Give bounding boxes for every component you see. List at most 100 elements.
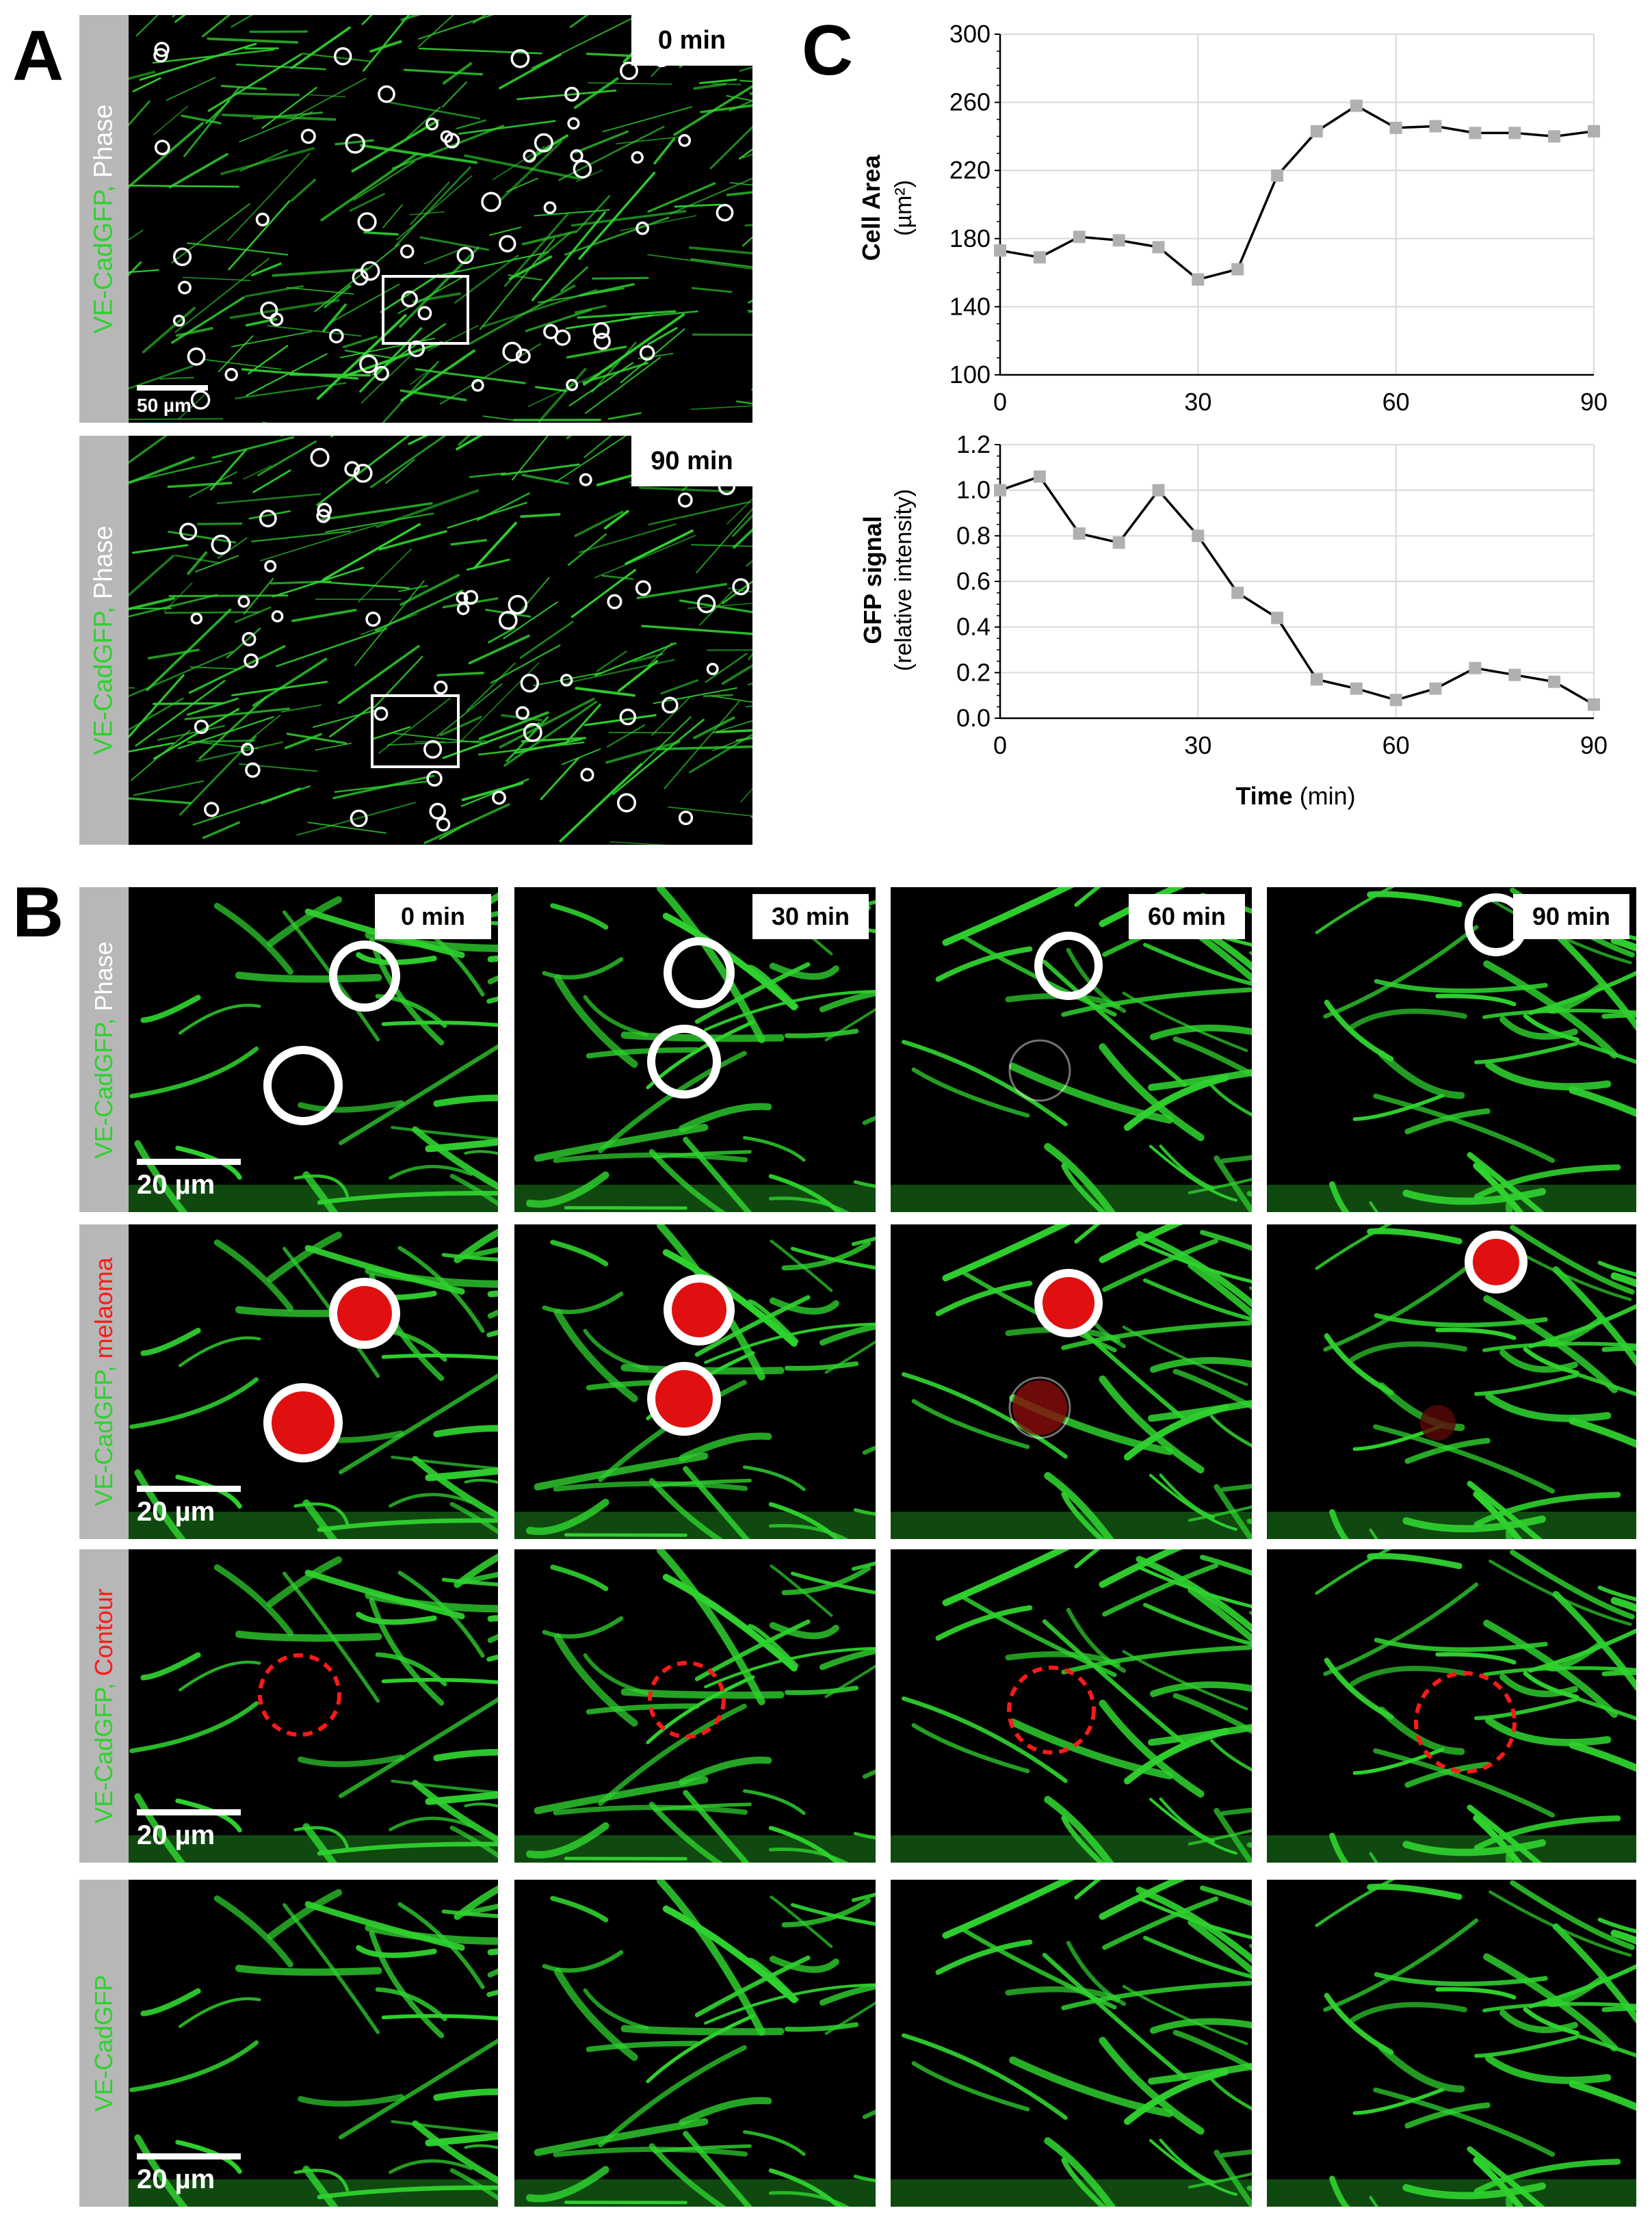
cell-ring bbox=[647, 1362, 721, 1436]
cell-junction bbox=[1576, 1372, 1636, 1397]
cell-fiber bbox=[594, 535, 696, 579]
cell-junction bbox=[338, 1697, 498, 1798]
panel-a-bottom-time: 90 min bbox=[631, 436, 752, 486]
cell-fiber bbox=[679, 599, 752, 614]
cell-ring bbox=[344, 461, 360, 477]
cell-fiber bbox=[473, 521, 517, 569]
cell-junction bbox=[129, 1701, 259, 1753]
melanoma-cell bbox=[1041, 1276, 1096, 1330]
panel-b-image-r3-c2 bbox=[514, 1549, 876, 1863]
cell-junction bbox=[1489, 1890, 1632, 1957]
cell-fiber bbox=[631, 310, 698, 319]
cell-fiber bbox=[712, 720, 752, 734]
cell-fiber bbox=[479, 238, 555, 330]
cell-junction bbox=[942, 1224, 1071, 1282]
cell-junction bbox=[140, 1328, 201, 1356]
cell-fiber bbox=[189, 666, 241, 670]
cell-ring bbox=[408, 340, 425, 358]
cell-fiber bbox=[252, 469, 291, 493]
cell-junction bbox=[369, 1930, 445, 2038]
cell-fiber bbox=[715, 728, 752, 733]
cell-fiber bbox=[692, 333, 752, 337]
cell-junction bbox=[1137, 1565, 1252, 1609]
panel-b-row-2-side-label: VE-CadGFP, melaoma bbox=[79, 1224, 129, 1539]
cell-fiber bbox=[631, 716, 692, 774]
gfp-series bbox=[994, 470, 1600, 711]
cell-junction bbox=[851, 1236, 876, 1246]
cell-area-ylabel-bold: Cell Area bbox=[857, 155, 885, 261]
cell-junction bbox=[1044, 1472, 1114, 1539]
cell-junction bbox=[460, 1247, 498, 1260]
cell-junction bbox=[656, 1880, 765, 2036]
cell-junction bbox=[785, 2022, 859, 2032]
data-point bbox=[1588, 124, 1600, 137]
cell-junction bbox=[1435, 1327, 1517, 1341]
cell-junction bbox=[1474, 1374, 1578, 1396]
cell-junction bbox=[1367, 891, 1463, 908]
cell-junction bbox=[1352, 1094, 1445, 1121]
cell-fiber bbox=[525, 308, 592, 332]
y-tick-label: 260 bbox=[949, 88, 991, 116]
cell-junction bbox=[134, 1140, 188, 1212]
cell-fiber bbox=[252, 111, 324, 120]
cell-junction bbox=[1066, 1607, 1127, 1673]
cell-fiber bbox=[418, 15, 454, 48]
cell-ring bbox=[716, 204, 734, 222]
panel-b-row-4-side-label: VE-CadGFP bbox=[79, 1880, 129, 2207]
cell-junction bbox=[454, 1229, 498, 1263]
cell-ring bbox=[463, 590, 479, 605]
panel-b-row-3-scale-bar: 20 µm bbox=[137, 1809, 287, 1859]
contour-outline bbox=[1007, 1666, 1096, 1755]
cell-junction bbox=[1378, 1050, 1465, 1099]
cell-ring bbox=[211, 534, 231, 555]
cell-junction bbox=[1172, 1693, 1252, 1734]
cell-fiber bbox=[512, 436, 549, 481]
cell-fiber bbox=[578, 172, 656, 260]
cell-fiber bbox=[349, 193, 385, 212]
cell-fiber bbox=[267, 325, 362, 337]
cell-fiber bbox=[739, 66, 752, 72]
cell-junction bbox=[553, 1804, 748, 1815]
cell-junction bbox=[1323, 1918, 1479, 2012]
cell-ring bbox=[481, 192, 501, 212]
cell-junction bbox=[381, 1678, 498, 1685]
label-gfp: VE-CadGFP bbox=[90, 1974, 118, 2112]
cell-junction bbox=[460, 1904, 498, 1917]
cell-junction bbox=[694, 1295, 811, 1357]
cell-junction bbox=[1473, 2157, 1524, 2207]
cell-fiber bbox=[174, 258, 270, 333]
cell-fiber bbox=[514, 577, 550, 619]
cell-junction bbox=[1102, 1238, 1219, 1292]
cell-junction bbox=[1329, 1509, 1350, 1539]
cell-junction bbox=[1220, 2149, 1252, 2158]
melanoma-cell bbox=[270, 1390, 336, 1456]
cell-junction bbox=[862, 2110, 876, 2119]
cell-fiber bbox=[499, 698, 595, 748]
cell-junction bbox=[862, 1769, 876, 1779]
cell-fiber bbox=[153, 105, 189, 135]
cell-fiber bbox=[693, 716, 735, 739]
cell-fiber bbox=[378, 530, 447, 551]
cell-fiber bbox=[458, 120, 556, 135]
cell-fiber bbox=[554, 436, 627, 484]
cell-ring bbox=[187, 347, 206, 366]
cell-junction bbox=[586, 1703, 700, 1715]
cell-fiber bbox=[648, 642, 673, 666]
y-tick-label: 300 bbox=[949, 20, 991, 48]
cell-fiber bbox=[690, 405, 752, 410]
cell-junction bbox=[1102, 1563, 1219, 1617]
cell-fiber bbox=[385, 459, 415, 484]
cell-junction bbox=[293, 1502, 350, 1525]
cell-fiber bbox=[466, 558, 510, 571]
cell-junction bbox=[213, 1239, 293, 1312]
cell-fiber bbox=[578, 523, 677, 553]
cell-junction bbox=[1143, 1935, 1252, 1979]
cell-junction bbox=[425, 1138, 498, 1153]
cell-junction bbox=[129, 1046, 259, 1099]
data-point bbox=[1429, 682, 1442, 695]
junction-band bbox=[1267, 1835, 1636, 1863]
cell-junction bbox=[1569, 2080, 1636, 2111]
cell-junction bbox=[425, 1467, 498, 1482]
cell-fiber bbox=[596, 651, 627, 672]
cell-ring bbox=[631, 150, 644, 164]
